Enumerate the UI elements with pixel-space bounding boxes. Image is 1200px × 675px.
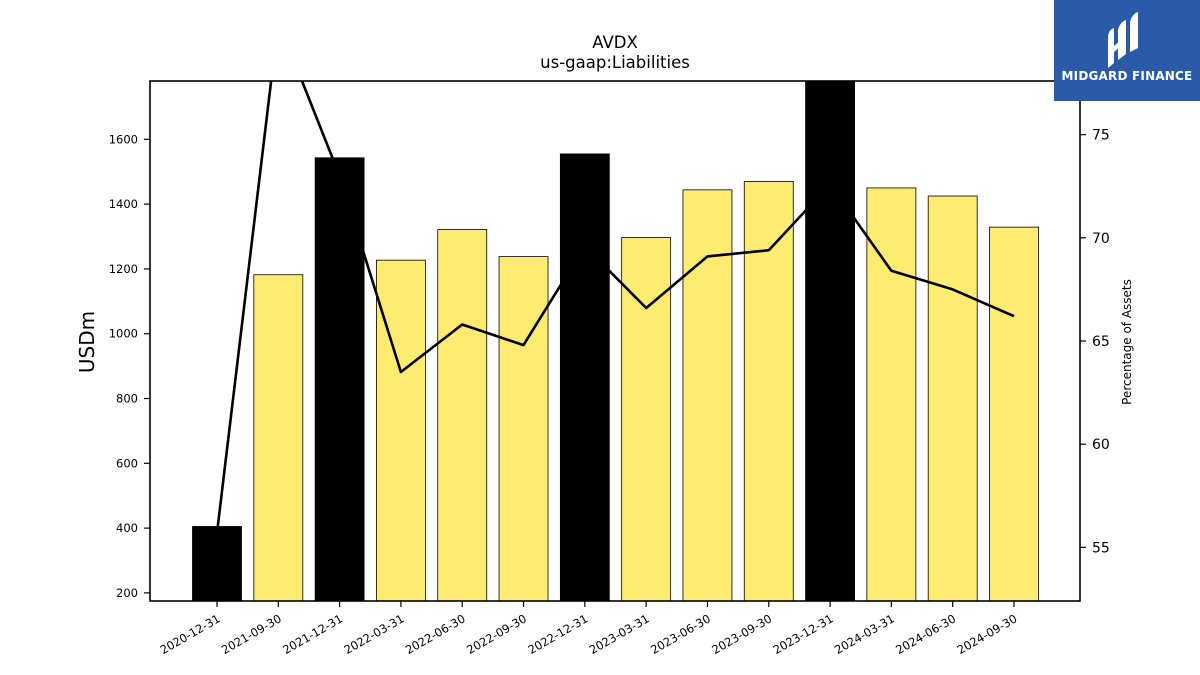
x-tick-label: 2022-06-30 bbox=[403, 611, 468, 657]
bar-2021-12-31 bbox=[314, 157, 365, 601]
x-tick-label: 2023-03-31 bbox=[587, 611, 652, 657]
percentage-line-series bbox=[215, 81, 1015, 534]
y2-tick-label: 55 bbox=[1092, 540, 1110, 556]
bar-2022-03-31 bbox=[376, 259, 426, 601]
x-tick-label: 2023-12-31 bbox=[771, 611, 836, 657]
bar-2023-12-31 bbox=[805, 81, 855, 601]
bar-2024-09-30 bbox=[989, 226, 1039, 601]
y2-axis-label: Percentage of Assets bbox=[1120, 279, 1134, 405]
y-axis-label: USDm bbox=[75, 311, 99, 373]
x-tick-label: 2023-09-30 bbox=[709, 611, 774, 657]
y2-tick-label: 60 bbox=[1092, 437, 1110, 453]
y2-axis-ticks: 55 60 65 70 75 bbox=[1080, 128, 1110, 556]
y-tick-label: 600 bbox=[116, 456, 138, 470]
bar-2022-06-30 bbox=[437, 228, 488, 601]
bar-2022-12-31 bbox=[559, 153, 610, 601]
y2-tick-label: 75 bbox=[1092, 128, 1110, 144]
y-tick-label: 800 bbox=[116, 392, 138, 406]
y-tick-label: 1000 bbox=[109, 327, 138, 341]
y2-tick-label: 65 bbox=[1092, 334, 1110, 350]
chart-subtitle: us-gaap:Liabilities bbox=[540, 53, 690, 72]
y-tick-label: 200 bbox=[116, 586, 138, 600]
bar-series bbox=[192, 81, 1039, 601]
bar-2023-03-31 bbox=[621, 237, 672, 601]
percentage-line bbox=[215, 81, 1015, 534]
x-tick-label: 2022-12-31 bbox=[525, 611, 590, 657]
x-tick-label: 2022-09-30 bbox=[464, 611, 529, 657]
bar-2022-09-30 bbox=[498, 256, 549, 601]
y-tick-label: 1600 bbox=[109, 132, 138, 146]
bar-2023-09-30 bbox=[743, 181, 794, 601]
x-axis-ticks: 2020-12-312021-09-302021-12-312022-03-31… bbox=[158, 601, 1020, 657]
x-tick-label: 2021-12-31 bbox=[280, 611, 345, 657]
y-tick-label: 1400 bbox=[109, 197, 138, 211]
y-axis-ticks: 200 400 600 800 1000 1200 1400 1600 bbox=[109, 132, 150, 600]
x-tick-label: 2024-09-30 bbox=[955, 611, 1020, 657]
x-tick-label: 2020-12-31 bbox=[158, 611, 223, 657]
y-tick-label: 400 bbox=[116, 521, 138, 535]
chart-title: AVDX bbox=[592, 33, 638, 52]
bar-2020-12-31 bbox=[192, 526, 242, 601]
bar-2024-03-31 bbox=[866, 187, 917, 601]
logo-text: MIDGARD FINANCE bbox=[1061, 69, 1193, 83]
bar-2021-09-30 bbox=[253, 274, 304, 601]
x-tick-label: 2024-03-31 bbox=[832, 611, 897, 657]
logo-mark-icon bbox=[1108, 12, 1138, 68]
x-tick-label: 2022-03-31 bbox=[342, 611, 407, 657]
x-tick-label: 2023-06-30 bbox=[648, 611, 713, 657]
y2-tick-label: 70 bbox=[1092, 231, 1110, 247]
x-tick-label: 2024-06-30 bbox=[893, 611, 958, 657]
x-tick-label: 2021-09-30 bbox=[219, 611, 284, 657]
y-tick-label: 1200 bbox=[109, 262, 138, 276]
bar-2024-06-30 bbox=[927, 195, 978, 601]
bar-2023-06-30 bbox=[682, 189, 733, 601]
brand-logo: MIDGARD FINANCE bbox=[1054, 0, 1200, 101]
